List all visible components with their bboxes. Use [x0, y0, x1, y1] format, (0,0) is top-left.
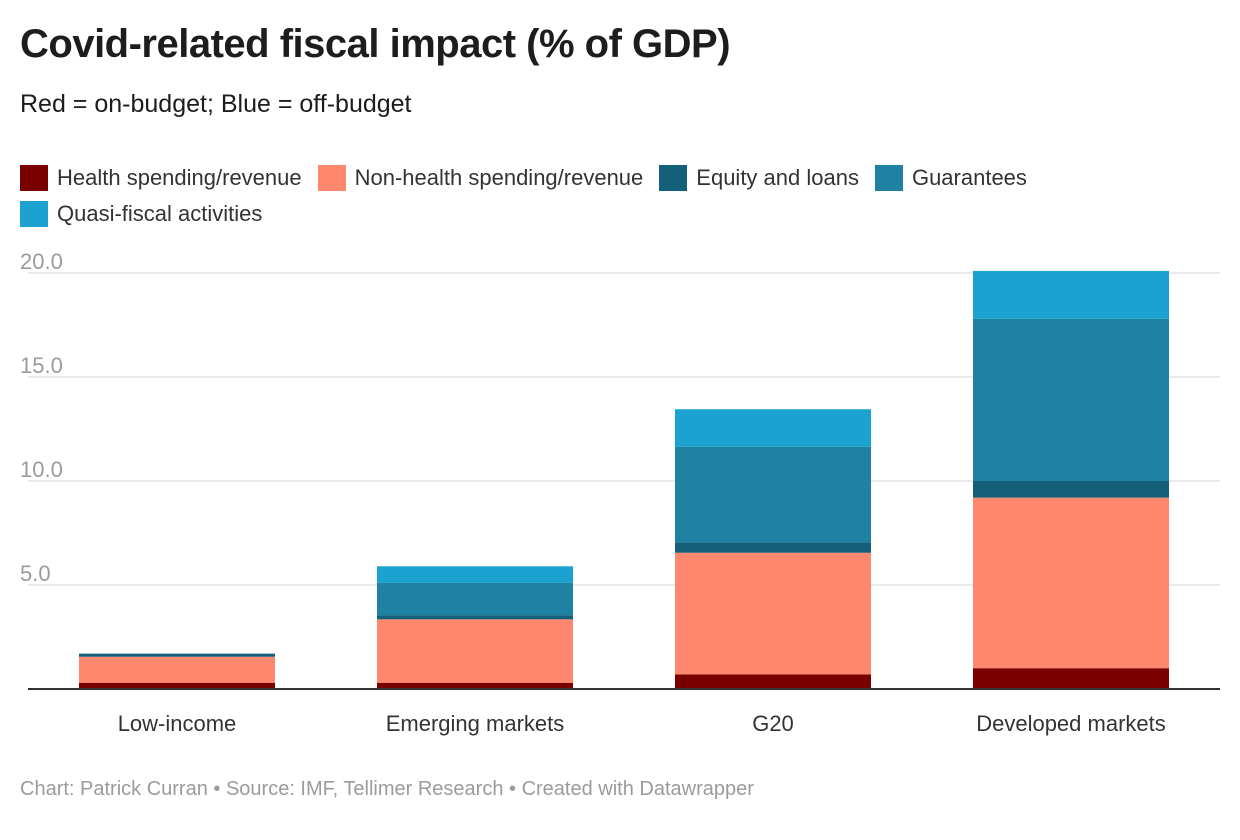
bar-segment: [675, 446, 871, 543]
x-tick-label: G20: [752, 711, 794, 736]
bar-segment: [675, 542, 871, 553]
stacked-bar-chart: 5.0 10.0 15.0 20.0 Low-income Emerging marke…: [20, 249, 1220, 736]
y-tick-label: 15.0: [20, 353, 63, 378]
y-tick-label: 10.0: [20, 457, 63, 482]
bar-segment: [377, 566, 573, 583]
bar-segment: [973, 270, 1169, 319]
chart-subtitle: Red = on-budget; Blue = off-budget: [20, 90, 412, 118]
bar-segment: [973, 481, 1169, 498]
chart-title: Covid-related fiscal impact (% of GDP): [20, 22, 731, 66]
x-tick-label: Low-income: [118, 711, 237, 736]
bar-segment: [675, 552, 871, 675]
bar-segment: [79, 682, 275, 689]
bar-segment: [79, 656, 275, 683]
bar-segment: [377, 582, 573, 616]
bar-segment: [973, 668, 1169, 689]
bar-segment: [79, 653, 275, 657]
legend-item: Equity and loans: [659, 165, 859, 191]
legend-item: Quasi-fiscal activities: [20, 201, 262, 227]
legend-label: Health spending/revenue: [57, 165, 302, 190]
legend-label: Non-health spending/revenue: [354, 165, 644, 190]
bar-segment: [675, 409, 871, 447]
legend-swatch: [874, 165, 903, 191]
bar-segment: [377, 615, 573, 620]
legend-label: Equity and loans: [696, 165, 859, 190]
legend-label: Guarantees: [911, 165, 1027, 190]
x-tick-label: Developed markets: [976, 711, 1166, 736]
chart-legend: Health spending/revenue Non-health spendi…: [20, 165, 1220, 227]
bar-segment: [973, 318, 1169, 481]
bar-segment: [377, 682, 573, 689]
gridlines: 5.0 10.0 15.0 20.0: [20, 249, 1220, 586]
legend-label: Quasi-fiscal activities: [57, 201, 263, 226]
bar-segment: [675, 674, 871, 689]
y-tick-label: 20.0: [20, 249, 63, 274]
bar-segment: [973, 497, 1169, 669]
y-tick-label: 5.0: [20, 561, 51, 586]
legend-item: Guarantees: [874, 165, 1027, 191]
legend-item: Health spending/revenue: [20, 165, 302, 191]
legend-swatch: [20, 165, 48, 191]
x-tick-label: Emerging markets: [386, 711, 565, 736]
bars: [79, 270, 1169, 689]
bar-segment: [377, 619, 573, 683]
x-axis: Low-income Emerging markets G20 Developed m…: [28, 688, 1220, 736]
chart-footer: Chart: Patrick Curran • Source: IMF, Tel…: [20, 778, 754, 800]
legend-swatch: [659, 165, 688, 191]
legend-swatch: [317, 165, 346, 191]
legend-swatch: [20, 201, 48, 227]
legend-item: Non-health spending/revenue: [317, 165, 644, 191]
